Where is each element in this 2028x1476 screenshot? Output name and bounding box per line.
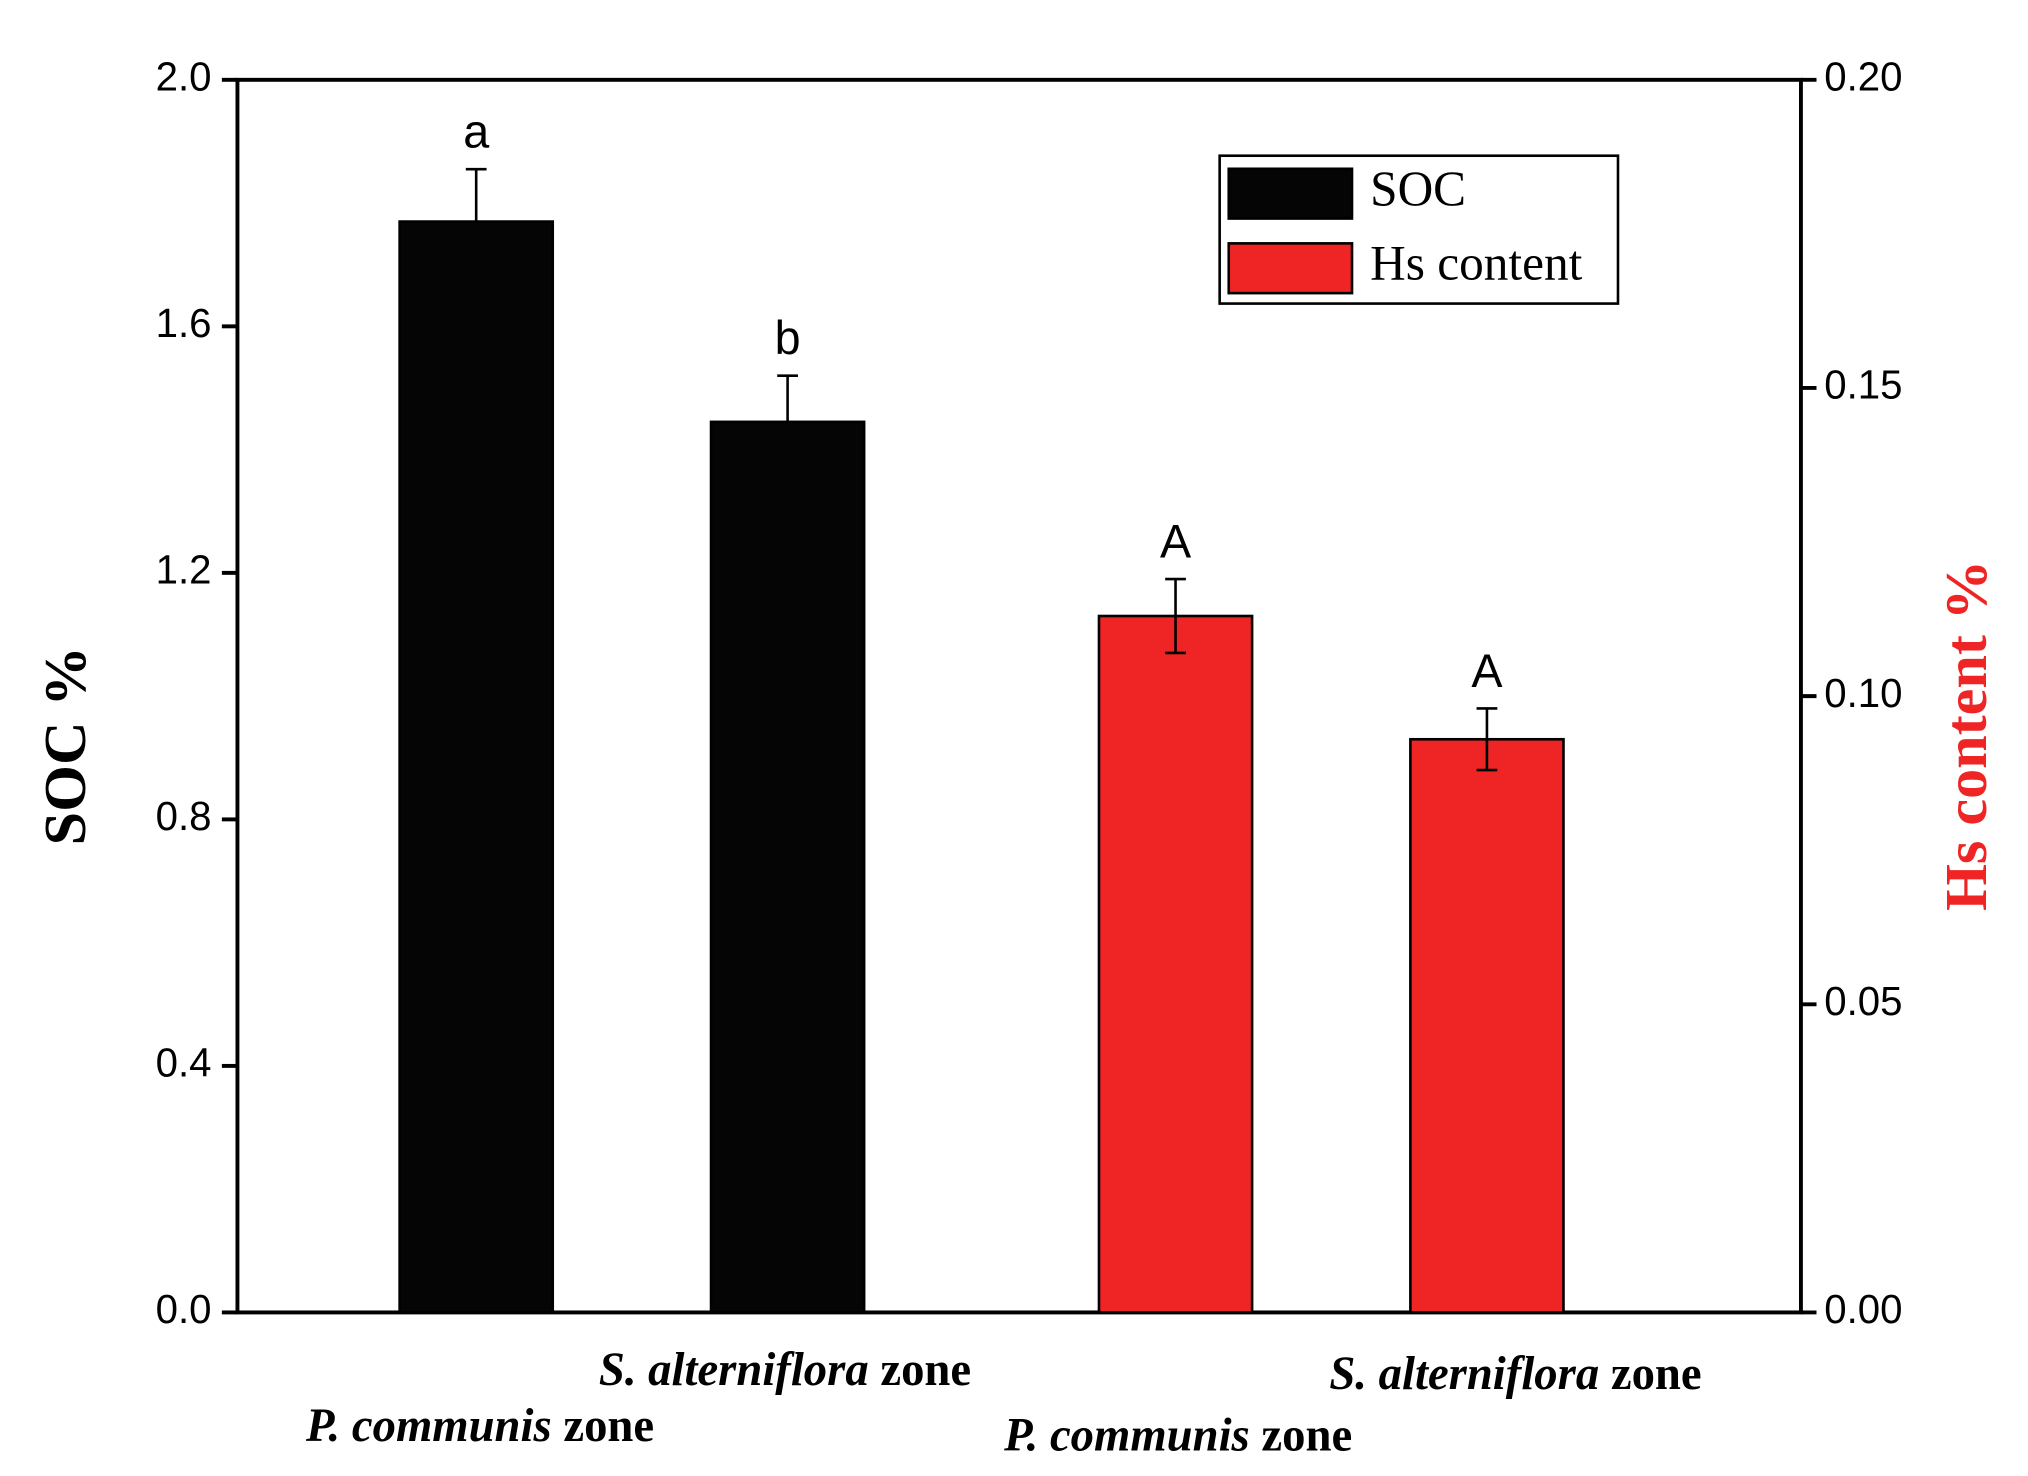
significance-label: a bbox=[463, 105, 490, 157]
legend-label: SOC bbox=[1370, 161, 1466, 216]
legend-label: Hs content bbox=[1370, 235, 1582, 290]
bar bbox=[1097, 614, 1254, 1314]
significance-label: b bbox=[775, 312, 801, 364]
bar bbox=[1409, 737, 1565, 1314]
error-bar bbox=[465, 167, 487, 222]
error-bar bbox=[777, 374, 798, 422]
y2-tick-label: 0.10 bbox=[1824, 670, 1902, 716]
x-tick-label: S. alterniflora zone bbox=[1329, 1348, 1701, 1400]
y-tick-label: 0.8 bbox=[156, 793, 212, 839]
bar bbox=[398, 220, 555, 1314]
legend-swatch bbox=[1227, 167, 1354, 220]
y2-tick-label: 0.15 bbox=[1824, 362, 1902, 408]
error-bar bbox=[1165, 577, 1186, 655]
y-tick-label: 0.0 bbox=[156, 1286, 212, 1332]
x-tick-label: P. communis zone bbox=[305, 1400, 654, 1452]
y2-tick-label: 0.20 bbox=[1824, 53, 1902, 99]
y2-axis-title: Hs content % bbox=[1933, 560, 1999, 911]
y2-tick-label: 0.00 bbox=[1824, 1286, 1902, 1332]
x-tick-label: P. communis zone bbox=[1003, 1409, 1352, 1461]
legend-swatch bbox=[1227, 242, 1354, 295]
significance-label: A bbox=[1160, 515, 1192, 567]
bar bbox=[709, 420, 866, 1314]
y-tick-label: 1.6 bbox=[156, 300, 212, 346]
error-bar bbox=[1476, 707, 1498, 772]
y-tick-label: 0.4 bbox=[156, 1039, 212, 1085]
x-tick-label: S. alterniflora zone bbox=[599, 1344, 971, 1396]
y2-tick-label: 0.05 bbox=[1824, 978, 1902, 1024]
y-axis-title: SOC % bbox=[32, 646, 98, 845]
y-tick-label: 2.0 bbox=[156, 53, 212, 99]
y-tick-label: 1.2 bbox=[156, 546, 212, 592]
significance-label: A bbox=[1471, 645, 1503, 697]
